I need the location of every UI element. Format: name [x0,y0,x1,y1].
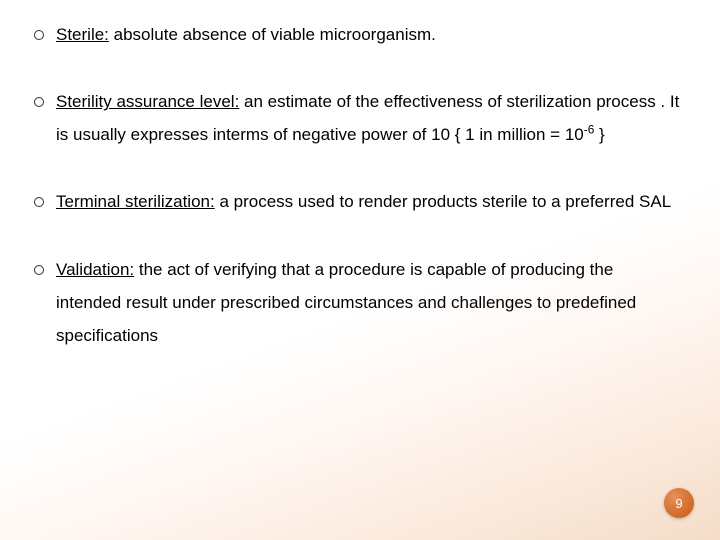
term: Terminal sterilization: [56,192,215,211]
list-item: Sterility assurance level: an estimate o… [56,85,680,151]
page-number-badge: 9 [664,488,694,518]
term: Sterility assurance level: [56,92,239,111]
bullet-list: Sterile: absolute absence of viable micr… [56,18,680,352]
term: Sterile: [56,25,109,44]
list-item: Terminal sterilization: a process used t… [56,185,680,218]
definition-text: absolute absence of viable microorganism… [109,25,436,44]
definition-tail: } [594,125,604,144]
term: Validation: [56,260,134,279]
slide: Sterile: absolute absence of viable micr… [0,0,720,540]
superscript: -6 [584,123,595,137]
definition-text: the act of verifying that a procedure is… [56,260,636,345]
definition-text: a process used to render products steril… [215,192,671,211]
page-number: 9 [675,496,682,511]
list-item: Validation: the act of verifying that a … [56,253,680,352]
list-item: Sterile: absolute absence of viable micr… [56,18,680,51]
